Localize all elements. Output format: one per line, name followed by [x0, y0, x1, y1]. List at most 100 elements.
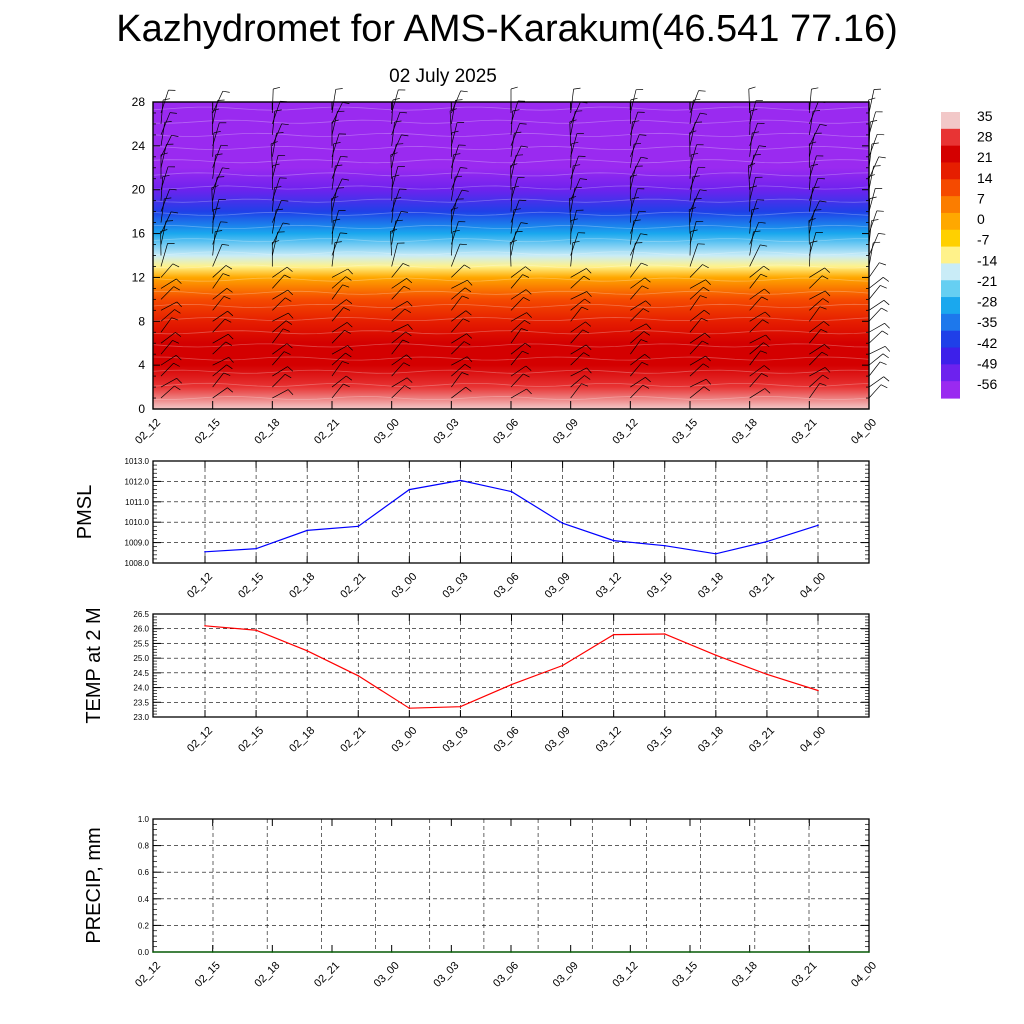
- colorbar-swatch: [941, 162, 960, 180]
- wind-barb-staff: [510, 123, 520, 146]
- wind-barb-flag: [645, 300, 652, 306]
- wind-barb-staff: [391, 188, 400, 212]
- data-point: [204, 551, 206, 553]
- colorbar-label: -14: [977, 252, 997, 268]
- x-tick-label: 03_15: [645, 725, 675, 755]
- data-point: [612, 539, 615, 542]
- y-tick-label: 0.6: [138, 868, 150, 877]
- wind-barb-staff: [808, 187, 814, 212]
- wind-barb-flag: [522, 274, 530, 278]
- y-tick-label: 23.5: [133, 698, 149, 707]
- wind-barb-staff: [331, 156, 341, 179]
- wind-barb-staff: [689, 287, 704, 300]
- wind-barb-staff: [809, 329, 822, 344]
- upper-air-heatmap-panel: 0 4 8 12 16 20 24 28 02_12 02_15 02_18 02_21 03_00 03…: [132, 86, 891, 447]
- wind-barb-staff: [749, 132, 753, 157]
- y-tick-label: 1012.0: [125, 477, 150, 486]
- wind-barb-staff: [451, 318, 464, 333]
- data-point: [306, 650, 309, 652]
- x-tick-label: 02_12: [133, 417, 163, 447]
- wind-barb-flag: [819, 382, 827, 386]
- x-tick-label: 03_03: [440, 571, 470, 601]
- wind-barb-staff: [570, 275, 585, 289]
- data-point: [817, 689, 819, 692]
- contour-line: [152, 146, 870, 151]
- wind-barb-flag: [822, 298, 829, 303]
- wind-barb-staff: [510, 177, 518, 201]
- wind-barb-flag: [520, 222, 528, 224]
- x-tick-label: 03_21: [747, 725, 777, 755]
- wind-barb-staff: [809, 200, 820, 223]
- wind-barb-flag: [760, 350, 768, 354]
- data-point: [408, 488, 411, 491]
- wind-barb-staff: [809, 374, 823, 388]
- wind-barb-staff: [272, 343, 288, 355]
- wind-barb-staff: [749, 311, 766, 322]
- wind-barb-flag: [764, 388, 771, 394]
- data-point: [664, 633, 666, 635]
- wind-barb-staff: [630, 211, 640, 234]
- wind-barb-staff: [160, 263, 174, 278]
- y-tick-label: 16: [132, 227, 146, 241]
- wind-barb-flag: [227, 387, 234, 393]
- wind-barb-flag: [274, 186, 282, 189]
- chart-title: Kazhydromet for AMS-Karakum(46.541 77.16…: [116, 8, 898, 50]
- wind-barb-flag: [163, 98, 171, 101]
- wind-barb-staff: [749, 199, 758, 223]
- colorbar-swatch: [941, 330, 960, 349]
- x-tick-label: 03_15: [670, 960, 700, 990]
- colorbar-label: 7: [977, 190, 985, 206]
- wind-barb-staff: [272, 366, 288, 377]
- wind-barb-flag: [702, 264, 709, 269]
- wind-barb-staff: [868, 322, 885, 333]
- wind-barb-flag: [523, 373, 530, 378]
- wind-barb-staff: [510, 373, 524, 388]
- x-tick-label: 03_18: [696, 725, 726, 755]
- wind-barb-staff: [808, 232, 817, 256]
- wind-barb-flag: [284, 373, 292, 379]
- wind-barb-flag: [222, 90, 230, 93]
- wind-barb-flag: [213, 130, 221, 134]
- wind-barb-flag: [641, 285, 649, 290]
- x-tick-label: 03_00: [389, 571, 419, 601]
- wind-barb-staff: [809, 101, 819, 125]
- wind-barb-flag: [461, 189, 469, 192]
- y-tick-label: 23.0: [133, 713, 149, 722]
- colorbar-swatch: [941, 212, 960, 231]
- wind-barb-staff: [570, 352, 584, 366]
- wind-barb-staff: [809, 306, 821, 322]
- x-tick-label: 03_00: [372, 960, 402, 990]
- wind-barb-staff: [749, 296, 762, 311]
- wind-barb-staff: [868, 89, 875, 114]
- wind-barb-staff: [391, 308, 406, 322]
- colorbar-label: 14: [977, 170, 993, 186]
- wind-barb-staff: [391, 211, 402, 234]
- wind-barb-staff: [390, 154, 393, 179]
- wind-barb-staff: [272, 389, 289, 399]
- colorbar-swatch: [941, 196, 960, 214]
- wind-barb-flag: [586, 268, 592, 274]
- x-tick-label: 03_21: [747, 571, 777, 601]
- y-axis-label: PRECIP, mm: [83, 827, 105, 943]
- wind-barb-staff: [160, 355, 177, 366]
- wind-barb-flag: [221, 244, 230, 246]
- wind-barb-flag: [821, 351, 829, 356]
- wind-barb-flag: [451, 130, 459, 134]
- y-axis-label: TEMP at 2 M: [83, 607, 105, 723]
- wind-barb-staff: [809, 124, 821, 147]
- contour-line: [152, 303, 870, 308]
- wind-barb-staff: [451, 333, 467, 344]
- wind-barb-flag: [340, 232, 348, 234]
- y-tick-label: 0.2: [138, 921, 150, 930]
- wind-barb-flag: [343, 383, 350, 388]
- wind-barb-flag: [461, 372, 469, 376]
- wind-barb-flag: [464, 287, 472, 293]
- wind-barb-flag: [519, 123, 527, 125]
- data-point: [510, 490, 513, 493]
- wind-barb-staff: [391, 324, 408, 333]
- colorbar-label: -35: [977, 314, 997, 330]
- wind-barb-staff: [688, 209, 691, 234]
- wind-barb-flag: [703, 386, 710, 392]
- wind-barb-staff: [160, 112, 171, 136]
- wind-barb-staff: [630, 233, 641, 256]
